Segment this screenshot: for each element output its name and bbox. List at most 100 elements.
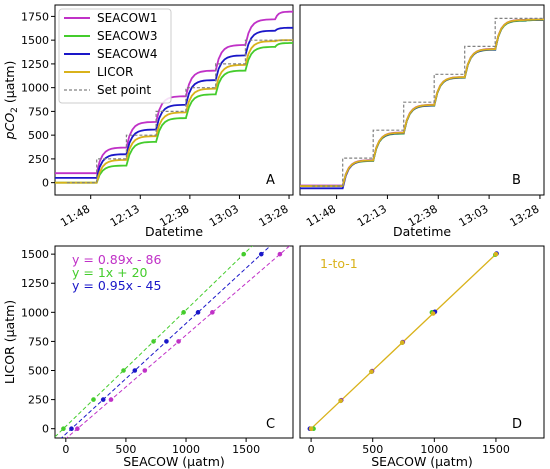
panel-d-point-licor <box>493 251 499 257</box>
panel-b-xlabel: Datetime <box>393 224 451 239</box>
panel-a-ylabel: pCO2 (µatm) <box>2 61 20 141</box>
panel-a-ylabel-main: pCO <box>2 113 17 141</box>
panel-c-ytick-label: 750 <box>28 335 49 348</box>
panel-b-xtick-label: 13:03 <box>457 202 491 229</box>
panel-b-series-seacow3 <box>300 19 544 187</box>
panel-a-ylabel-unit: (µatm) <box>2 61 17 107</box>
panel-a-series-setpoint <box>66 39 293 184</box>
panel-d-plot: 0 500 1000 1500 1-to-1 <box>307 251 510 456</box>
panel-c-ytick-label: 500 <box>28 365 49 378</box>
legend-label-setpoint: Set point <box>97 83 151 97</box>
panel-b-xtick-label: 13:28 <box>507 202 541 229</box>
panel-c-point-seacow3 <box>181 310 186 315</box>
panel-c-ytick-label: 1500 <box>21 248 49 261</box>
panel-c-point-seacow4 <box>258 251 264 257</box>
panel-a: 11:48 12:13 12:38 13:03 13:28025050075010001… <box>2 4 294 239</box>
legend-label-seacow4: SEACOW4 <box>97 47 158 61</box>
panel-d-point-licor <box>430 311 436 316</box>
panel-c-point-seacow1 <box>277 251 283 257</box>
panel-d-annotation: 1-to-1 <box>320 256 358 271</box>
panel-c-point-seacow3 <box>91 397 96 402</box>
panel-d-xtick-label: 0 <box>308 443 315 456</box>
panel-a-legend: SEACOW1 SEACOW3 SEACOW4 LICOR Set point <box>58 8 172 104</box>
panel-b-series-seacow4 <box>300 18 544 190</box>
panel-b-series-seacow1 <box>300 18 544 187</box>
panel-c-point-seacow1 <box>108 397 114 402</box>
panel-c-plot: 0 500 1000 1500 0 250 500 750 1000 1250 1500 y = 0.… <box>21 246 291 456</box>
panel-c-point-seacow1 <box>142 368 148 373</box>
panel-b: 11:48 12:13 12:38 13:03 13:28 B Datetime <box>299 4 545 239</box>
panel-b-letter: B <box>512 173 521 188</box>
panel-a-ytick-label: 1000 <box>21 82 49 95</box>
legend-label-seacow3: SEACOW3 <box>97 29 158 43</box>
panel-d-xtick-label: 500 <box>362 443 383 456</box>
panel-c-equation-seacow4: y = 0.95x - 45 <box>72 278 161 293</box>
panel-d-letter: D <box>512 417 522 432</box>
panel-a-frame <box>54 4 294 196</box>
panel-a-xtick-label: 13:03 <box>207 202 241 229</box>
panel-c-point-seacow3 <box>61 426 66 431</box>
panel-a-xtick-label: 12:13 <box>108 202 142 229</box>
panel-c-point-seacow3 <box>241 251 247 257</box>
panel-c-point-seacow1 <box>176 339 181 344</box>
panel-c-equation-seacow1: y = 0.89x - 86 <box>72 252 161 267</box>
panel-b-plot: 11:48 12:13 12:38 13:03 13:28 <box>300 17 544 229</box>
panel-c-point-seacow3 <box>151 339 156 344</box>
legend-label-seacow1: SEACOW1 <box>97 11 158 25</box>
panel-c-point-seacow1 <box>210 310 215 315</box>
panel-c-xtick-label: 0 <box>62 443 69 456</box>
panel-d-point-licor <box>399 340 405 345</box>
panel-a-series-licor <box>55 39 293 184</box>
panel-a-series-seacow3 <box>55 42 293 184</box>
panel-a-ytick-label: 1250 <box>21 58 49 71</box>
panel-c-point-seacow4 <box>100 397 106 402</box>
panel-a-ylabel-sub: 2 <box>10 107 20 113</box>
panel-c-fit-line-seacow4 <box>60 246 271 438</box>
panel-c-ylabel: LICOR (µatm) <box>2 300 17 384</box>
panel-b-xtick-label: 11:48 <box>304 202 338 229</box>
panel-c-point-seacow4 <box>195 310 201 315</box>
panel-c-point-seacow1 <box>75 426 80 431</box>
panel-a-ytick-label: 1500 <box>21 34 49 47</box>
panel-b-xtick-label: 12:13 <box>355 202 389 229</box>
panel-a-ytick-label: 1750 <box>21 10 49 23</box>
panel-c-xtick-label: 1000 <box>172 443 200 456</box>
panel-c-ytick-label: 0 <box>42 423 49 436</box>
panel-a-ytick-label: 250 <box>28 153 49 166</box>
panel-d: 0 500 1000 1500 1-to-1 D SEACOW (µatm) <box>299 245 545 469</box>
panel-a-xtick-label: 11:48 <box>58 202 92 229</box>
panel-c-point-seacow4 <box>164 339 169 344</box>
panel-d-xtick-label: 1000 <box>420 443 448 456</box>
panel-b-series-setpoint <box>312 17 544 187</box>
panel-c-point-seacow4 <box>132 368 138 373</box>
panel-d-point-licor <box>338 398 343 404</box>
panel-c-xtick-label: 500 <box>115 443 136 456</box>
panel-c-ytick-label: 1000 <box>21 306 49 319</box>
panel-a-xlabel: Datetime <box>145 224 203 239</box>
panel-d-frame <box>299 245 545 439</box>
panel-c-fit-line-seacow3 <box>55 246 253 438</box>
panel-a-letter: A <box>266 173 275 188</box>
panel-c: 0 500 1000 1500 0 250 500 750 1000 1250 1500 y = 0.… <box>2 245 294 469</box>
panel-c-equation-seacow3: y = 1x + 20 <box>72 265 148 280</box>
panel-a-ytick-label: 0 <box>42 177 49 190</box>
panel-c-point-seacow4 <box>69 426 74 431</box>
panel-c-ytick-label: 1250 <box>21 277 49 290</box>
panel-a-ytick-label: 750 <box>28 105 49 118</box>
panel-d-xlabel: SEACOW (µatm) <box>371 454 473 469</box>
panel-c-xtick-label: 1500 <box>232 443 260 456</box>
panel-c-frame <box>54 245 294 439</box>
legend-box <box>58 8 172 104</box>
panel-d-xtick-label: 1500 <box>482 443 510 456</box>
panel-c-point-seacow3 <box>121 368 126 373</box>
panel-c-fit-line-seacow1 <box>65 246 291 438</box>
panel-a-ytick-label: 500 <box>28 129 49 142</box>
panel-c-ytick-label: 250 <box>28 394 49 407</box>
panel-a-xtick-label: 13:28 <box>257 202 291 229</box>
panel-b-frame <box>299 4 545 196</box>
panel-b-series-licor <box>300 18 544 187</box>
panel-d-point-licor <box>308 426 314 431</box>
legend-label-licor: LICOR <box>97 65 133 79</box>
panel-c-letter: C <box>266 417 275 432</box>
